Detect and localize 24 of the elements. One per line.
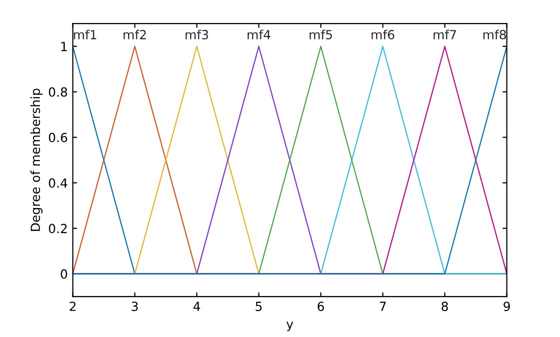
x-tick-label: 8	[442, 302, 448, 312]
x-tick-label: 4	[193, 302, 200, 311]
series-label: mf5	[310, 30, 332, 40]
series-label: mf2	[124, 30, 146, 40]
x-axis-title: y	[286, 322, 294, 332]
y-tick-label: 0	[60, 269, 68, 279]
y-tick-label: 0.4	[48, 178, 68, 188]
y-tick-label: 0.8	[48, 87, 68, 97]
y-tick-label: 0.6	[48, 132, 68, 142]
x-tick-label: 7	[380, 302, 386, 311]
series-label: mf6	[372, 30, 394, 40]
series-label: mf7	[434, 30, 456, 40]
y-tick-label: 0.2	[48, 224, 67, 234]
series-label: mf3	[186, 30, 208, 40]
x-tick-label: 5	[256, 302, 262, 312]
series-label: mf8	[483, 30, 506, 40]
x-tick-label: 3	[132, 302, 138, 312]
x-tick-label: 9	[504, 302, 510, 312]
series-label: mf1	[74, 30, 96, 40]
y-tick-label: 1	[61, 42, 67, 52]
x-tick-label: 6	[318, 302, 324, 312]
series-label: mf4	[248, 30, 270, 40]
y-axis-title: Degree of membership	[30, 88, 43, 231]
x-tick-label: 2	[70, 302, 76, 311]
